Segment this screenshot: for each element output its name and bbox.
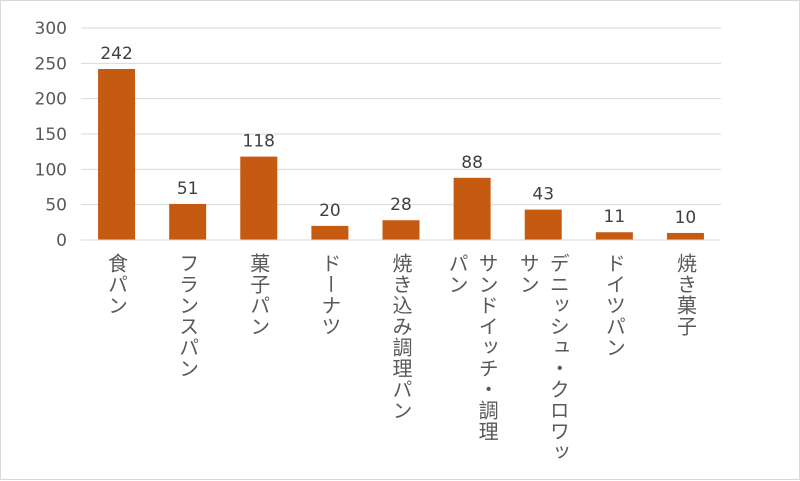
category-label: サン xyxy=(516,253,540,295)
category-label: サンドイッチ・調理 xyxy=(475,253,499,442)
category-label: デニッシュ・クロワッ xyxy=(546,253,570,463)
category-label: 焼き菓子 xyxy=(673,253,697,337)
data-label: 43 xyxy=(532,185,554,205)
y-tick-label: 250 xyxy=(35,54,67,74)
category-label: ドイツパン xyxy=(602,253,626,358)
category-label: ドーナツ xyxy=(318,253,342,337)
bar xyxy=(240,156,278,240)
data-label: 118 xyxy=(243,132,275,152)
gridlines xyxy=(81,27,721,206)
category-labels: 食パン フランスパン 菓子パン ドーナツ 焼き込み調理パン サンドイッチ・調理パン デニッシ… xyxy=(105,253,698,463)
y-tick-label: 200 xyxy=(35,90,67,110)
bar xyxy=(453,177,491,240)
bar xyxy=(98,68,136,240)
data-label: 11 xyxy=(604,207,626,227)
category-label: 菓子パン xyxy=(247,253,271,337)
bar xyxy=(524,209,562,240)
y-tick-label: 50 xyxy=(45,196,67,216)
y-tick-label: 300 xyxy=(35,19,67,39)
data-label: 51 xyxy=(177,179,199,199)
y-tick-label: 0 xyxy=(56,231,67,251)
category-label: 食パン xyxy=(105,253,129,316)
data-label: 242 xyxy=(100,44,132,64)
bar xyxy=(311,225,349,240)
y-axis-tick-labels: 0 50 100 150 200 250 300 xyxy=(35,19,67,251)
y-tick-label: 100 xyxy=(35,160,67,180)
bar xyxy=(595,232,633,240)
bar xyxy=(169,203,207,240)
category-label: フランスパン xyxy=(176,253,200,379)
bar xyxy=(666,232,704,240)
data-label: 28 xyxy=(390,195,412,215)
data-labels: 242 51 118 20 28 88 43 11 10 xyxy=(100,44,696,228)
bar xyxy=(382,220,420,240)
data-label: 88 xyxy=(461,153,483,173)
category-label: パン xyxy=(445,253,469,295)
bars xyxy=(98,68,704,240)
category-label: 焼き込み調理パン xyxy=(389,253,413,421)
data-label: 10 xyxy=(675,208,697,228)
data-label: 20 xyxy=(319,201,341,221)
y-tick-label: 150 xyxy=(35,125,67,145)
